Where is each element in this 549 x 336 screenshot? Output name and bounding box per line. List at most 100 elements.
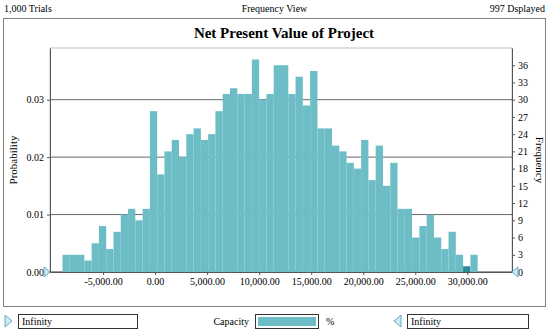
tick-label: 24	[518, 129, 528, 140]
histogram-bar	[274, 65, 281, 272]
histogram-bar	[62, 255, 69, 272]
tick: 33	[512, 77, 528, 88]
histogram-bar	[310, 71, 317, 272]
tick-label: 0.03	[27, 94, 45, 105]
histogram-bar	[208, 134, 215, 272]
histogram-bar	[405, 209, 412, 272]
tick: 0.02	[27, 152, 51, 163]
y-axis-line	[50, 49, 51, 273]
tick: 15	[512, 181, 528, 192]
tick-label: 12	[518, 198, 528, 209]
percent-label: %	[326, 316, 334, 327]
tick-label: 27	[518, 112, 528, 123]
footer-left-marker[interactable]	[5, 315, 12, 327]
histogram-bar	[383, 186, 390, 272]
histogram-bar	[288, 94, 295, 272]
histogram-bar	[230, 88, 237, 272]
histogram-bar	[143, 209, 150, 272]
tick: 5,000.00	[190, 272, 225, 287]
displayed-text: 997 Dsplayed	[490, 3, 545, 14]
right-input-text: Infinity	[411, 316, 441, 327]
tick-mark	[415, 272, 416, 275]
histogram-bar	[456, 255, 463, 272]
tick-mark	[363, 272, 364, 275]
histogram-bar	[194, 128, 201, 272]
histogram-bar	[419, 226, 426, 272]
tick: 0.01	[27, 209, 51, 220]
tick-label: 33	[518, 77, 528, 88]
histogram-bar	[434, 238, 441, 272]
tick-label: -5,000.00	[84, 276, 122, 287]
plot-frame	[50, 48, 512, 272]
histogram-bar	[157, 174, 164, 272]
histogram-bar	[164, 151, 171, 272]
tick: 30	[512, 94, 528, 105]
tick-mark	[512, 65, 515, 66]
histogram-bar	[70, 255, 77, 272]
tick-label: 36	[518, 60, 528, 71]
x-axis-line	[51, 272, 513, 273]
tick-mark	[512, 82, 515, 83]
tick: 18	[512, 163, 528, 174]
tick: 15,000.00	[292, 272, 332, 287]
tick: 10,000.00	[240, 272, 280, 287]
histogram-bar	[237, 94, 244, 272]
histogram-bar	[470, 255, 477, 272]
tick: 27	[512, 112, 528, 123]
histogram-bar	[128, 209, 135, 272]
outer-frame	[4, 19, 546, 307]
histogram-bar	[347, 163, 354, 272]
footer-right-marker[interactable]	[394, 315, 401, 327]
histogram-bar	[463, 266, 470, 272]
histogram-bar	[390, 163, 397, 272]
histogram-bar	[113, 232, 120, 272]
left-marker[interactable]	[44, 267, 50, 277]
chart-title: Net Present Value of Project	[194, 25, 374, 41]
tick-label: 10,000.00	[240, 276, 280, 287]
tick-mark	[512, 169, 515, 170]
y2-axis-title: Frequency	[534, 137, 546, 184]
bars	[62, 59, 477, 272]
histogram-bar	[281, 65, 288, 272]
tick-mark	[207, 272, 208, 275]
tick-mark	[512, 186, 515, 187]
left-input[interactable]	[19, 315, 138, 329]
histogram-bar	[172, 140, 179, 272]
y-axis: 0.000.010.020.03	[27, 49, 51, 278]
histogram-bar	[441, 249, 448, 272]
tick-label: 3	[518, 249, 523, 260]
capacity-label: Capacity	[213, 316, 249, 327]
histogram-bar	[368, 180, 375, 272]
tick-mark	[512, 220, 515, 221]
view-text: Frequency View	[242, 3, 308, 14]
tick-label: 20,000.00	[344, 276, 384, 287]
tick: 9	[512, 215, 523, 226]
right-input[interactable]	[408, 315, 529, 329]
capacity-fill	[258, 317, 316, 326]
tick-label: 15	[518, 181, 528, 192]
histogram-bar	[303, 105, 310, 272]
histogram-bar	[361, 140, 368, 272]
capacity-input[interactable]	[256, 315, 319, 329]
tick: 25,000.00	[396, 272, 436, 287]
tick-label: 0.00	[147, 276, 165, 287]
tick: 0.03	[27, 94, 51, 105]
histogram-bar	[376, 146, 383, 272]
histogram-bar	[245, 94, 252, 272]
tick-label: 18	[518, 163, 528, 174]
tick-label: 15,000.00	[292, 276, 332, 287]
tick: 6	[512, 232, 523, 243]
tick-label: 6	[518, 232, 523, 243]
histogram-bar	[325, 128, 332, 272]
histogram-bar	[92, 243, 99, 272]
right-marker[interactable]	[512, 267, 518, 277]
tick: -5,000.00	[84, 272, 122, 287]
left-input-text: Infinity	[22, 316, 52, 327]
histogram-bar	[186, 134, 193, 272]
chart-root: 1,000 TrialsFrequency View997 DsplayedNe…	[0, 0, 549, 336]
tick-mark	[311, 272, 312, 275]
histogram-bar	[121, 215, 128, 272]
x-axis: -5,000.00 0.00 5,000.00 10,000.00 15,000.00 2…	[51, 272, 513, 287]
histogram-bar	[339, 151, 346, 272]
footer: Infinity Capacity% Infinity	[5, 315, 529, 329]
